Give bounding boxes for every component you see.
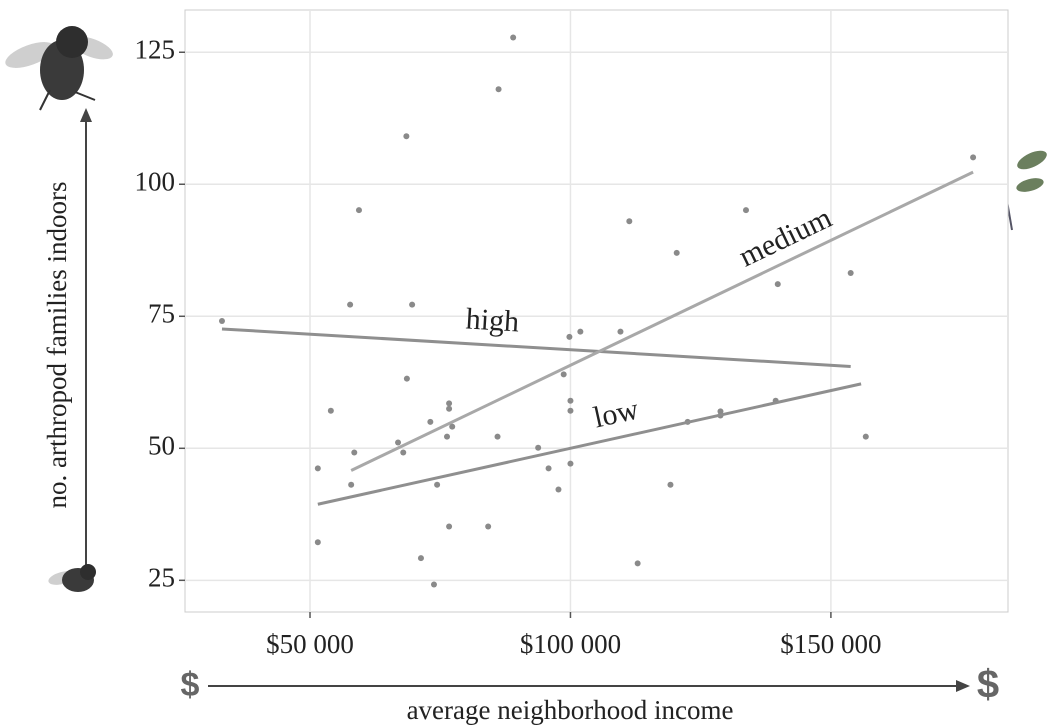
x-tick-label: $150 000 [780,629,881,659]
x-axis-title: average neighborhood income [407,695,734,725]
data-point [409,302,415,308]
plot-background [185,10,1008,612]
data-point [446,400,452,406]
y-tick-label: 100 [135,166,176,196]
x-arrow-start-label: $ [181,666,200,704]
trend-line-label: high [465,302,520,338]
data-point [351,450,357,456]
data-point [347,302,353,308]
data-point [617,329,623,335]
data-point [561,371,567,377]
fly-large-icon [2,26,116,110]
data-point [577,329,583,335]
data-point [743,207,749,213]
data-point [848,270,854,276]
fly-small-icon [47,564,96,592]
data-point [434,482,440,488]
data-point [567,461,573,467]
data-point [485,523,491,529]
data-point [219,318,225,324]
x-tick-label: $100 000 [520,629,621,659]
x-arrowhead [956,680,970,692]
data-point [315,539,321,545]
data-point [328,408,334,414]
data-point [496,86,502,92]
data-point [555,486,561,492]
data-point [404,376,410,382]
y-tick-label: 75 [148,298,175,328]
plot-area [179,10,1008,618]
x-tick-label: $50 000 [266,629,354,659]
data-point [418,555,424,561]
data-point [446,406,452,412]
data-point [970,154,976,160]
data-point [446,523,452,529]
data-point [535,445,541,451]
y-tick-label: 50 [148,431,175,461]
data-point [635,560,641,566]
data-point [674,250,680,256]
data-point [567,398,573,404]
data-point [431,582,437,588]
data-point [395,439,401,445]
data-point [626,218,632,224]
data-point [403,133,409,139]
data-point [495,434,501,440]
data-point [667,482,673,488]
y-tick-label: 25 [148,563,175,593]
data-point [775,281,781,287]
data-point [315,465,321,471]
y-tick-label: 125 [135,34,176,64]
data-point [400,450,406,456]
data-point [444,434,450,440]
data-point [566,334,572,340]
data-point [567,408,573,414]
data-point [356,207,362,213]
data-point [427,419,433,425]
chart: average neighborhood income no. arthropo… [0,0,1049,728]
data-point [546,465,552,471]
y-arrowhead [80,108,92,122]
data-point [348,482,354,488]
x-arrow-end-label: $ [977,663,999,707]
y-axis-title: no. arthropod families indoors [42,182,72,509]
data-point [863,434,869,440]
data-point [510,34,516,40]
